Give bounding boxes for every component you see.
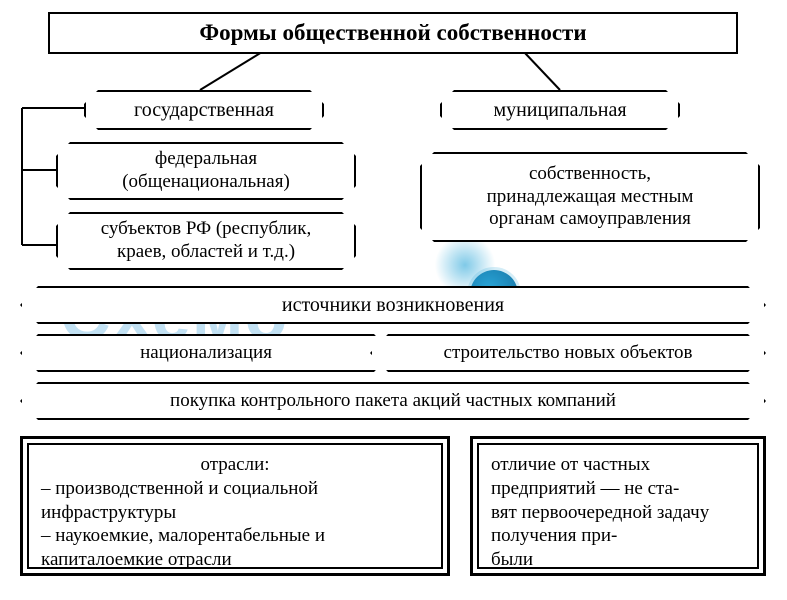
node-difference: отличие от частных предприятий — не ста-… [470,436,766,576]
branches-heading: отрасли: [41,453,429,477]
muni-desc-label: собственность, принадлежащая местным орг… [487,163,694,231]
nat-label: национализация [140,342,272,365]
branches-line-2: – наукоемкие, малорентабельные и капитал… [41,524,429,572]
diff-label: отличие от частных предприятий — не ста-… [491,454,709,570]
node-branches: отрасли: – производственной и социальной… [20,436,450,576]
node-subjects: субъектов РФ (республик, краев, областей… [56,212,356,270]
title-label: Формы общественной собственности [199,19,586,47]
node-buy: покупка контрольного пакета акций частны… [20,382,766,420]
title-box: Формы общественной собственности [48,12,738,54]
node-nationalization: национализация [20,334,392,372]
muni-label: муниципальная [493,98,626,122]
node-sources: источники возникновения [20,286,766,324]
build-label: строительство новых объектов [444,342,693,365]
gov-label: государственная [134,98,274,122]
node-muni-desc: собственность, принадлежащая местным орг… [420,152,760,242]
node-municipal: муниципальная [440,90,680,130]
node-federal: федеральная (общенациональная) [56,142,356,200]
sources-label: источники возникновения [282,293,504,317]
branches-line-1: – производственной и социальной инфрастр… [41,477,429,525]
buy-label: покупка контрольного пакета акций частны… [170,390,616,413]
node-build: строительство новых объектов [370,334,766,372]
node-government: государственная [84,90,324,130]
federal-label: федеральная (общенациональная) [122,148,290,194]
subj-label: субъектов РФ (республик, краев, областей… [101,218,312,264]
